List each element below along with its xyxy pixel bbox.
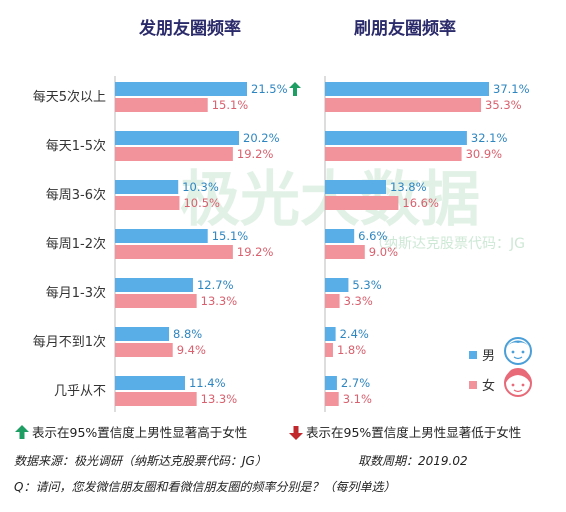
watermark: 极光大数据 （纳斯达克股票代码：JG — [180, 165, 525, 252]
data-label: 5.3% — [352, 278, 381, 292]
female-avatar-icon — [504, 368, 532, 397]
bar-male — [115, 327, 170, 341]
data-label: 16.6% — [402, 196, 439, 210]
survey-question: Q：请问，您发微信朋友圈和看微信朋友圈的频率分别是？（每列单选） — [14, 480, 395, 494]
bar-female — [325, 98, 482, 112]
browse-frequency-bars: 37.1% 32.1% 13.8% 6.6% 5.3% 2.4% 2.7% 35.3% 30.9… — [324, 76, 530, 412]
chart-title-post: 发朋友圈频率 — [138, 18, 241, 39]
bar-female — [115, 245, 233, 259]
bar-female — [115, 392, 197, 406]
data-label: 13.3% — [201, 392, 238, 406]
bar-female — [325, 147, 462, 161]
bar-female — [115, 196, 180, 210]
bar-female — [325, 392, 339, 406]
bar-male — [115, 131, 240, 145]
data-label: 8.8% — [173, 327, 202, 341]
category-label: 每月1-3次 — [46, 285, 106, 301]
legend: 男 女 — [469, 337, 532, 397]
data-label: 12.7% — [197, 278, 234, 292]
bar-male — [115, 376, 185, 390]
data-label: 19.2% — [237, 245, 274, 259]
data-label: 10.3% — [182, 180, 219, 194]
bar-male — [115, 278, 193, 292]
data-label: 21.5% — [251, 82, 288, 96]
watermark-subtext: （纳斯达克股票代码：JG — [370, 236, 525, 252]
category-label: 每周3-6次 — [46, 187, 106, 203]
bar-female — [325, 294, 340, 308]
data-label: 2.4% — [340, 327, 369, 341]
category-label: 每天1-5次 — [46, 138, 106, 154]
data-source: 数据来源：极光调研（纳斯达克股票代码：JG） — [14, 454, 267, 468]
bar-male — [325, 327, 336, 341]
data-label: 15.1% — [212, 98, 249, 112]
legend-label-male: 男 — [482, 349, 495, 364]
data-label: 9.4% — [177, 343, 206, 357]
significance-up-icon — [289, 82, 301, 96]
data-label: 2.7% — [341, 376, 370, 390]
data-label: 10.5% — [183, 196, 220, 210]
data-period: 取数周期：2019.02 — [358, 454, 468, 468]
category-label: 每天5次以上 — [33, 89, 106, 105]
bar-male — [325, 278, 349, 292]
data-label: 9.0% — [369, 245, 398, 259]
legend-swatch-male — [469, 351, 477, 359]
data-label: 35.3% — [485, 98, 522, 112]
legend-label-female: 女 — [482, 378, 495, 394]
data-label: 19.2% — [237, 147, 274, 161]
bar-female — [115, 343, 173, 357]
bar-male — [115, 82, 247, 96]
footnote-down: 表示在95%置信度上男性显著低于女性 — [306, 425, 521, 440]
bar-female — [115, 147, 233, 161]
bar-female — [325, 196, 399, 210]
bar-female — [325, 343, 333, 357]
male-avatar-icon — [504, 337, 532, 365]
data-label: 20.2% — [243, 131, 280, 145]
bar-female — [115, 294, 197, 308]
data-label: 13.3% — [201, 294, 238, 308]
legend-swatch-female — [469, 381, 477, 389]
footer: 表示在95%置信度上男性显著高于女性 表示在95%置信度上男性显著低于女性 数据… — [14, 425, 521, 494]
bar-male — [325, 131, 467, 145]
bar-male — [115, 180, 179, 194]
bar-male — [325, 229, 355, 243]
bar-male — [325, 82, 489, 96]
data-label: 1.8% — [337, 343, 366, 357]
data-label: 6.6% — [358, 229, 387, 243]
post-frequency-bars: 21.5% 20.2% 10.3% 15.1% 12.7% 8.8% 11.4% 15.1% 1… — [114, 76, 301, 412]
data-label: 32.1% — [471, 131, 508, 145]
data-label: 30.9% — [466, 147, 503, 161]
bar-male — [325, 180, 387, 194]
data-label: 37.1% — [493, 82, 530, 96]
bar-female — [115, 98, 208, 112]
bar-male — [325, 376, 337, 390]
data-label: 3.3% — [344, 294, 373, 308]
data-label: 11.4% — [189, 376, 226, 390]
bar-male — [115, 229, 208, 243]
up-arrow-icon — [15, 425, 29, 439]
down-arrow-icon — [289, 426, 303, 440]
chart-title-browse: 刷朋友圈频率 — [354, 18, 456, 39]
data-label: 13.8% — [390, 180, 427, 194]
category-label: 每月不到1次 — [33, 334, 106, 350]
data-label: 15.1% — [212, 229, 249, 243]
bar-female — [325, 245, 365, 259]
data-label: 3.1% — [343, 392, 372, 406]
footnote-up: 表示在95%置信度上男性显著高于女性 — [32, 425, 247, 440]
category-label: 几乎从不 — [54, 384, 106, 399]
category-label: 每周1-2次 — [46, 236, 106, 252]
